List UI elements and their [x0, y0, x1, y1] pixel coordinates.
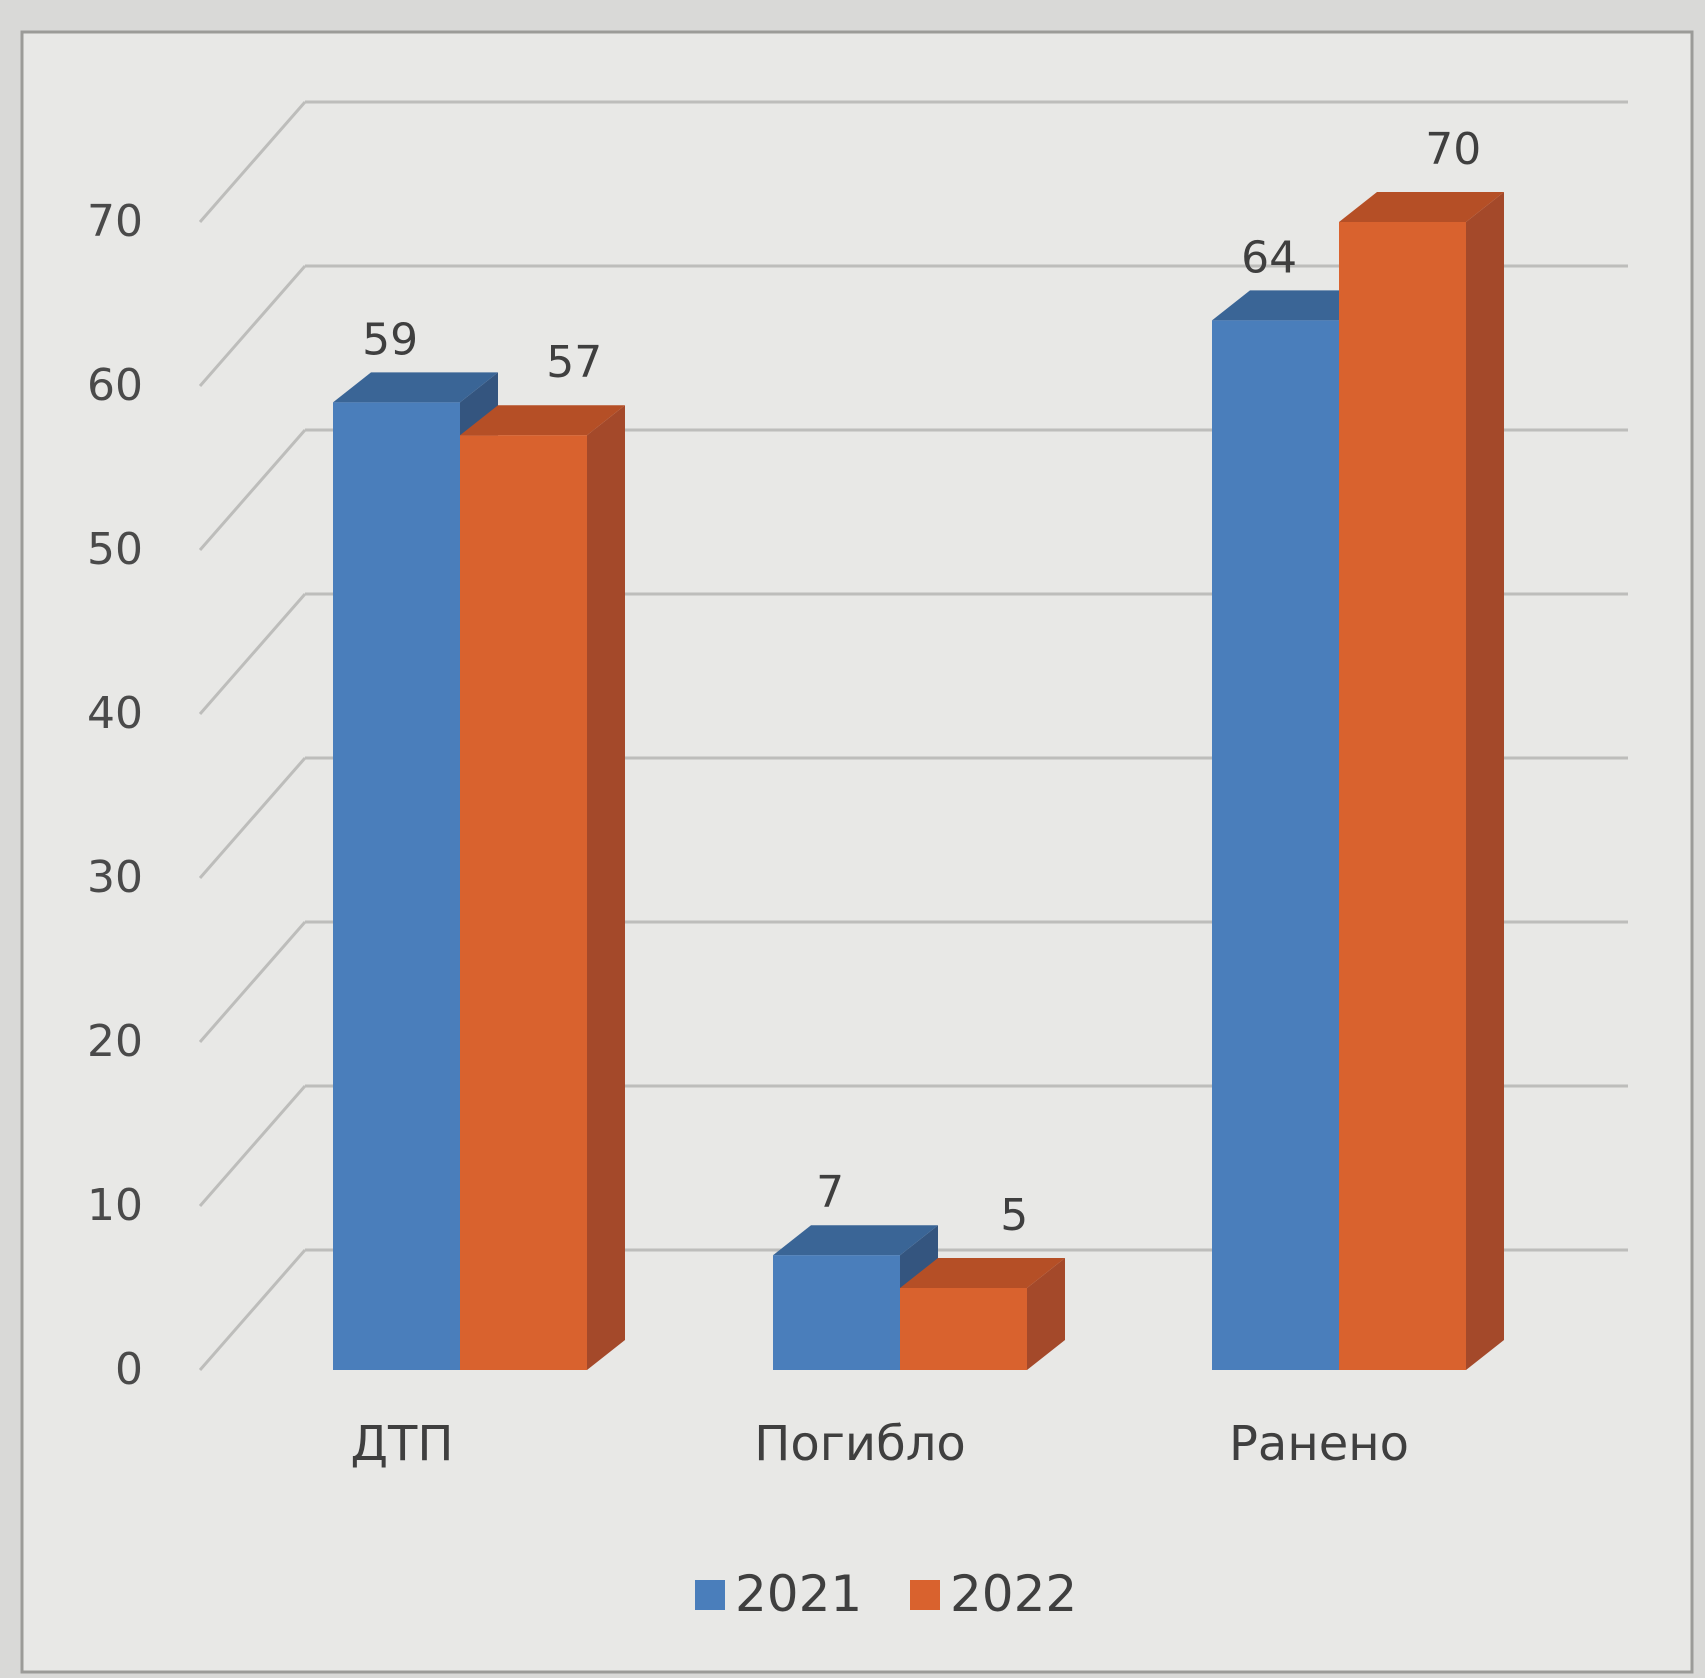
gridline-depth [198, 593, 307, 715]
bar-2022-0 [460, 405, 625, 1370]
legend-swatch [695, 1580, 725, 1610]
y-tick-label: 70 [87, 196, 143, 247]
bar-2022-2 [1339, 192, 1504, 1370]
bar-front [773, 1255, 900, 1370]
category-label: Ранено [1229, 1416, 1409, 1472]
legend-label: 2021 [735, 1565, 862, 1623]
data-label: 70 [1425, 124, 1481, 175]
gridline-depth [198, 101, 307, 223]
data-label: 64 [1241, 232, 1297, 283]
bar-top [1339, 192, 1504, 222]
y-tick-label: 40 [87, 688, 143, 739]
legend-label: 2022 [950, 1565, 1077, 1623]
bar-front [460, 435, 587, 1370]
bar-top [900, 1258, 1065, 1288]
gridline-depth [198, 429, 307, 551]
y-axis-tick-labels: 0 10 20 30 40 50 60 70 [87, 196, 143, 1395]
bar-side [587, 405, 625, 1370]
bar-front [333, 402, 460, 1370]
y-tick-label: 60 [87, 360, 143, 411]
bars [333, 192, 1504, 1370]
y-tick-label: 0 [115, 1344, 143, 1395]
x-axis-category-labels: ДТП Погибло Ранено [351, 1416, 1409, 1472]
bar-top [333, 372, 498, 403]
y-tick-label: 20 [87, 1016, 143, 1067]
bar-top [460, 405, 625, 436]
legend-swatch [910, 1580, 940, 1610]
y-tick-label: 30 [87, 852, 143, 903]
gridline-depth [198, 1249, 307, 1371]
bar-2022-1 [900, 1258, 1065, 1370]
bar-top [1212, 290, 1377, 321]
gridline-depth [198, 757, 307, 879]
data-label: 7 [816, 1167, 844, 1218]
category-label: Погибло [754, 1416, 966, 1472]
gridline-depth [198, 921, 307, 1043]
bar-front [1339, 222, 1466, 1370]
bar-side [1466, 192, 1504, 1370]
data-label: 57 [546, 337, 602, 388]
bar-front [900, 1288, 1027, 1370]
y-tick-label: 10 [87, 1180, 143, 1231]
bar-side [1027, 1258, 1065, 1370]
category-label: ДТП [351, 1416, 454, 1472]
data-label: 5 [1000, 1190, 1028, 1241]
bar-top [773, 1225, 938, 1256]
gridline-depth [198, 265, 307, 387]
legend: 2021 2022 [695, 1565, 1077, 1623]
y-tick-label: 50 [87, 524, 143, 575]
bar-front [1212, 320, 1339, 1370]
data-label: 59 [362, 314, 418, 365]
gridline-depth [198, 1085, 307, 1207]
data-labels: 59 57 7 5 64 70 [362, 124, 1481, 1241]
